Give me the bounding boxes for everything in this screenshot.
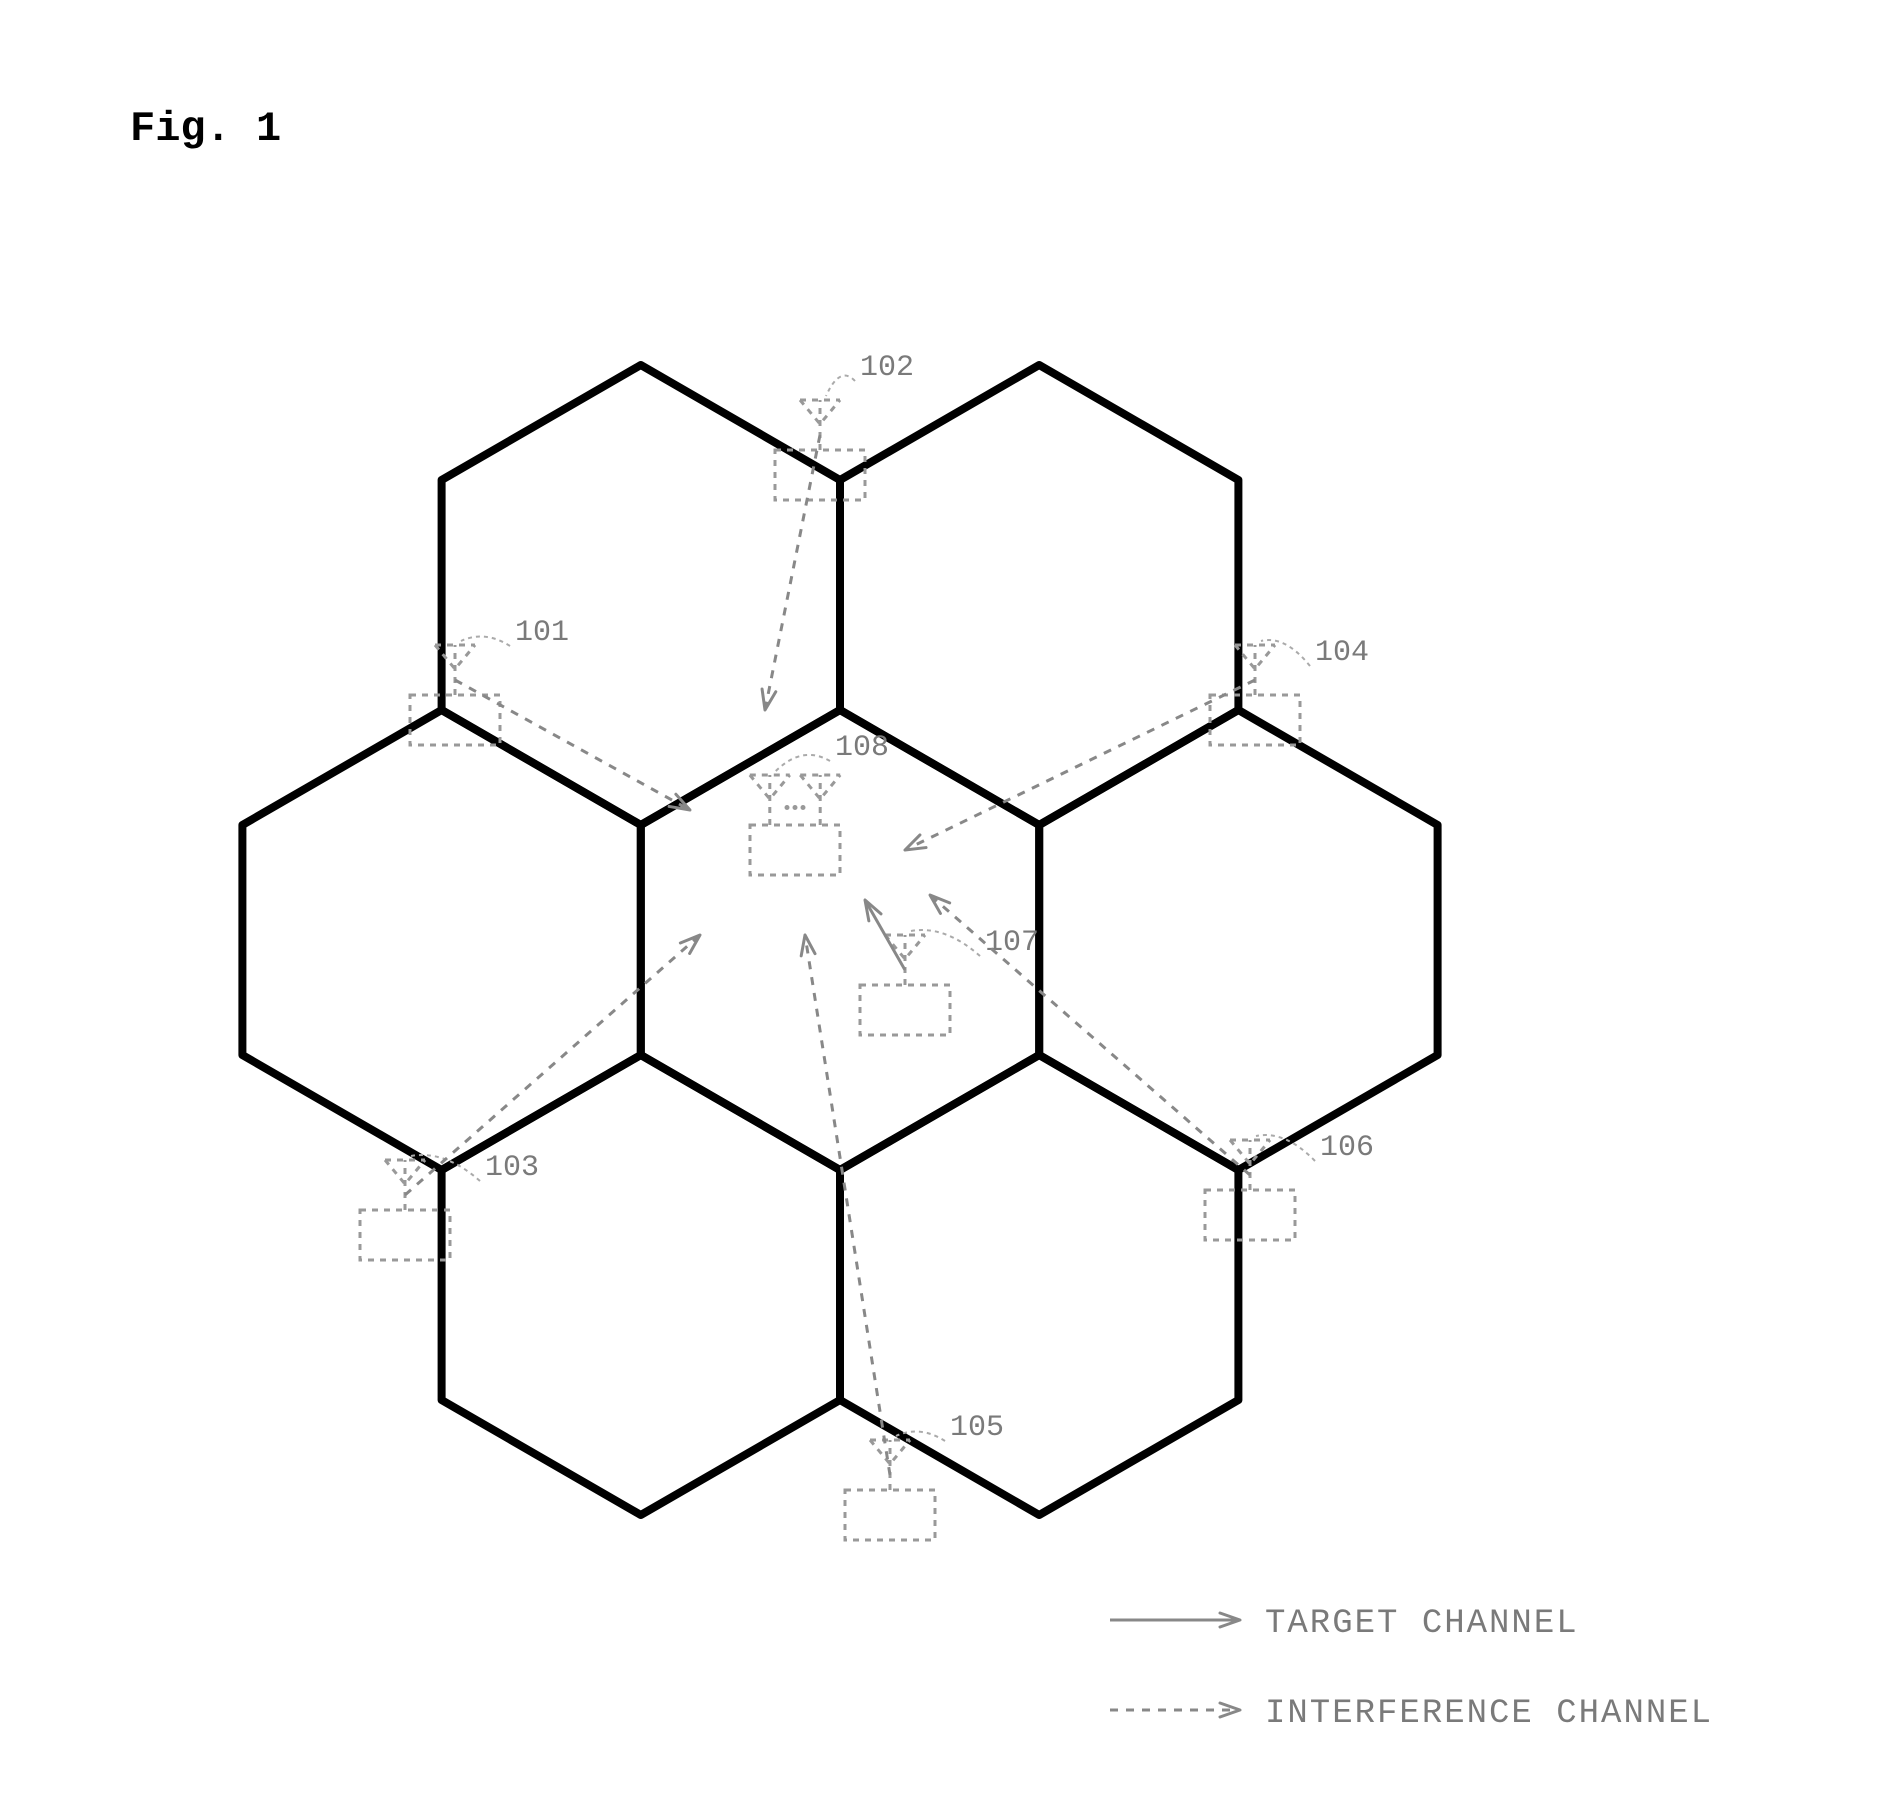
legend-label: INTERFERENCE CHANNEL [1265,1695,1713,1733]
station-box [360,1210,450,1260]
hex-cell-bottom [840,1055,1238,1515]
station-box [860,985,950,1035]
station-label: 108 [835,731,889,765]
arrow-line [867,903,905,970]
arrow [762,435,820,710]
antenna-dots [801,805,806,810]
arrow-line [909,680,1255,848]
hex-cell-bottom-right [1039,710,1437,1170]
station-107: 107 [860,926,1039,1035]
arrow [930,895,1250,1175]
station-label: 106 [1320,1131,1374,1165]
hex-cell-top [442,365,840,825]
arrow-line [933,898,1250,1175]
station-105: 105 [845,1411,1004,1540]
arrow [905,680,1255,850]
station-label: 103 [485,1151,539,1185]
station-106: 106 [1205,1131,1374,1240]
legend-label: TARGET CHANNEL [1265,1605,1579,1643]
arrow-line [806,939,890,1475]
station-box [750,825,840,875]
hex-cell-bottom-left [442,1055,840,1515]
label-callout [461,637,510,646]
arrow [1110,1613,1240,1627]
station-box [845,1490,935,1540]
station-label: 105 [950,1411,1004,1445]
label-callout [776,755,830,771]
arrow [1110,1703,1240,1717]
station-label: 102 [860,351,914,385]
diagram-svg: 101 102 104 103 106 105 107 108 TARGET CHANNEL IN… [0,0,1892,1794]
station-label: 101 [515,616,569,650]
antenna-dots [785,805,790,810]
station-label: 107 [985,926,1039,960]
label-callout [826,376,855,396]
figure-container: Fig. 1 101102104103106105107108TARGET CH… [0,0,1892,1794]
arrow-head [865,900,881,921]
station-label: 104 [1315,636,1369,670]
arrow [801,935,890,1475]
station-box [1205,1190,1295,1240]
hex-cell-top-left [242,710,640,1170]
station-101: 101 [410,616,569,745]
antenna-dots [793,805,798,810]
hex-cell-top-right [840,365,1238,825]
